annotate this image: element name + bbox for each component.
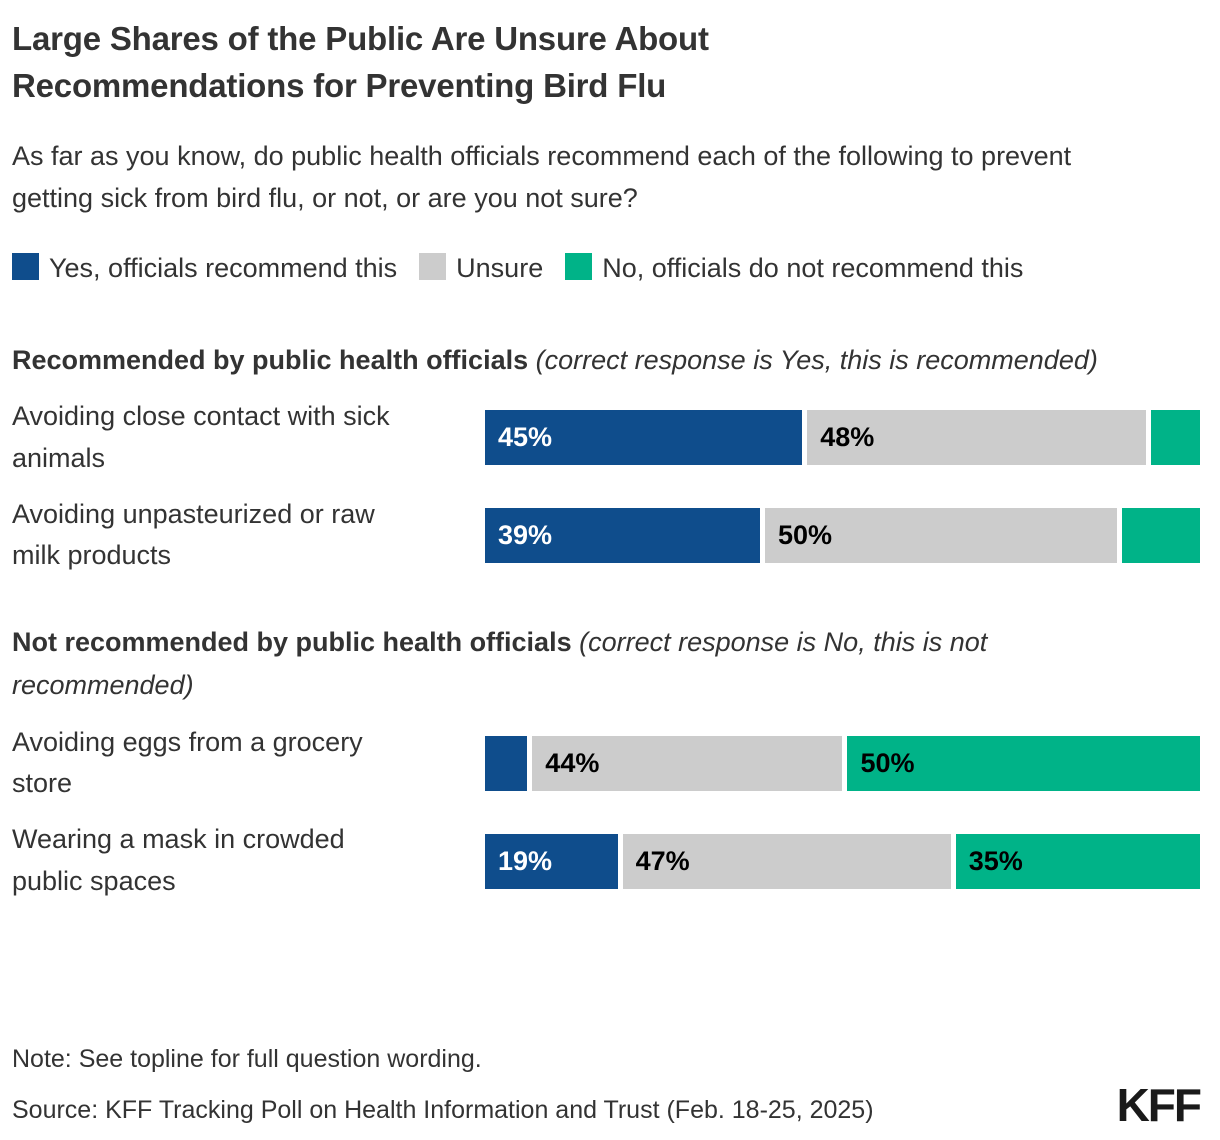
bar-value-label: 35% <box>968 845 1023 876</box>
bar-value-label: 44% <box>545 747 600 778</box>
bar-value-label: 50% <box>777 519 832 550</box>
section-header-bold: Recommended by public health officials <box>12 344 529 375</box>
row-category-label: Avoiding eggs from a grocery store <box>12 722 485 806</box>
chart-page: Large Shares of the Public Are Unsure Ab… <box>12 20 1200 903</box>
legend-swatch-unsure <box>419 253 447 281</box>
stacked-bar: 45% 48% <box>485 410 1200 466</box>
row-category-label: Wearing a mask in crowded public spaces <box>12 819 485 903</box>
chart-legend: Yes, officials recommend this Unsure No, o… <box>12 243 1072 294</box>
chart-row: Avoiding unpasteurized or raw milk produ… <box>12 494 1200 578</box>
row-category-label: Avoiding unpasteurized or raw milk produ… <box>12 494 485 578</box>
legend-label: Unsure <box>456 253 544 284</box>
bar-segment-no <box>1122 507 1200 563</box>
section-header: Recommended by public health officials (… <box>12 339 1132 382</box>
bar-segment-yes <box>485 735 528 791</box>
bar-value-label: 48% <box>820 422 875 453</box>
section-header-bold: Not recommended by public health officia… <box>12 627 572 658</box>
page-title: Large Shares of the Public Are Unsure Ab… <box>12 20 709 104</box>
stacked-bar: 19% 47% 35% <box>485 833 1200 889</box>
stacked-bar: 44% 50% <box>485 735 1200 791</box>
bar-segment-no: 50% <box>847 735 1200 791</box>
chart-subtitle-question: As far as you know, do public health off… <box>12 140 1072 213</box>
row-category-text: Wearing a mask in crowded public spaces <box>12 824 345 897</box>
row-category-text: Avoiding eggs from a grocery store <box>12 726 363 799</box>
bar-value-label: 45% <box>498 422 553 453</box>
bar-segment-unsure: 44% <box>532 735 843 791</box>
bar-segment-no <box>1150 410 1200 466</box>
stacked-bar: 39% 50% <box>485 507 1200 563</box>
legend-swatch-no <box>565 253 593 281</box>
row-category-label: Avoiding close contact with sick animals <box>12 396 485 480</box>
source-line: Source: KFF Tracking Poll on Health Info… <box>12 1078 1202 1131</box>
bar-value-label: 47% <box>635 845 690 876</box>
bar-segment-yes: 39% <box>485 507 760 563</box>
kff-logo: KFF <box>1116 1078 1202 1131</box>
source-text: Source: KFF Tracking Poll on Health Info… <box>12 1095 874 1124</box>
chart-row: Avoiding eggs from a grocery store 44% 50% <box>12 722 1200 806</box>
chart-row: Avoiding close contact with sick animals… <box>12 396 1200 480</box>
bar-segment-unsure: 50% <box>764 507 1118 563</box>
bar-segment-unsure: 48% <box>807 410 1146 466</box>
legend-swatch-yes <box>12 253 39 281</box>
section-header: Not recommended by public health officia… <box>12 621 1132 707</box>
legend-label: No, officials do not recommend this <box>602 253 1024 284</box>
bar-value-label: 50% <box>860 747 915 778</box>
bar-segment-yes: 45% <box>485 410 803 466</box>
bar-segment-no: 35% <box>955 833 1200 889</box>
bar-segment-yes: 19% <box>485 833 618 889</box>
section-header-note: (correct response is Yes, this is recomm… <box>528 344 1098 375</box>
bar-value-label: 39% <box>498 519 553 550</box>
footnote: Note: See topline for full question word… <box>12 1045 482 1074</box>
section-header-note: (correct response is No, this is not rec… <box>12 627 988 701</box>
legend-item-yes: Yes, officials recommend this <box>12 253 397 283</box>
bar-segment-unsure: 47% <box>622 833 951 889</box>
stacked-bar-chart: Recommended by public health officials (… <box>12 339 1200 903</box>
legend-label: Yes, officials recommend this <box>49 253 398 284</box>
chart-footer: Note: See topline for full question word… <box>12 1043 1202 1131</box>
legend-item-unsure: Unsure <box>397 253 543 283</box>
bar-value-label: 19% <box>498 845 553 876</box>
row-category-text: Avoiding close contact with sick animals <box>12 400 390 473</box>
row-category-text: Avoiding unpasteurized or raw milk produ… <box>12 498 375 571</box>
legend-item-no: No, officials do not recommend this <box>543 253 1023 283</box>
chart-row: Wearing a mask in crowded public spaces 1… <box>12 819 1200 903</box>
